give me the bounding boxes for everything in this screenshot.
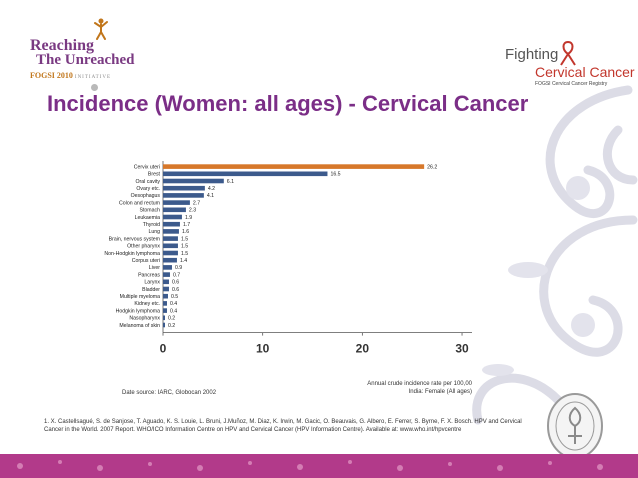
incidence-bar-chart: Cervix uteri 26.2 Brest 16.5 Oral cavity 6.1 O…	[104, 161, 472, 356]
category-label: Colon and rectum	[119, 200, 160, 206]
value-label: 2.3	[189, 208, 196, 214]
axis-note-line2: India: Female (All ages)	[408, 389, 472, 395]
logo-left-line2: The Unreached	[36, 52, 135, 68]
data-source-note: Date source: IARC, Globocan 2002	[122, 390, 217, 396]
bar	[163, 250, 178, 256]
bar	[163, 308, 167, 313]
footer-band	[0, 454, 638, 478]
value-label: 0.4	[170, 308, 177, 314]
value-label: 0.2	[168, 316, 175, 322]
x-tick-label: 10	[256, 342, 270, 356]
bar	[163, 257, 177, 263]
value-label: 0.6	[172, 287, 179, 293]
x-tick-label: 20	[356, 342, 370, 356]
bar	[163, 279, 169, 285]
value-label: 1.7	[183, 222, 190, 228]
value-label: 6.1	[227, 179, 234, 185]
bar	[163, 178, 224, 184]
bar	[163, 301, 167, 306]
bar	[163, 229, 179, 234]
axis-note: Annual crude incidence rate per 100,00 I…	[300, 380, 472, 396]
category-label: Lung	[148, 229, 160, 235]
bar	[163, 286, 169, 292]
category-label: Hodgkin lymphoma	[116, 308, 161, 314]
value-label: 1.4	[180, 258, 187, 264]
bar	[163, 322, 165, 328]
value-label: 4.2	[208, 186, 215, 192]
bar	[163, 293, 168, 299]
logo-left-line3: FOGSI 2010 INITIATIVE	[30, 71, 111, 80]
value-label: 1.9	[185, 215, 192, 221]
value-label: 16.5	[330, 172, 340, 178]
axis-note-line1: Annual crude incidence rate per 100,00	[367, 381, 472, 387]
value-label: 0.5	[171, 294, 178, 300]
x-tick-label: 0	[160, 342, 167, 356]
bar	[163, 272, 170, 277]
bar	[163, 207, 186, 213]
bar	[163, 171, 328, 177]
category-label: Brain, nervous system	[109, 236, 160, 242]
x-tick-label: 30	[455, 342, 469, 356]
bar	[163, 193, 204, 198]
category-label: Liver	[149, 265, 161, 271]
value-label: 1.5	[181, 251, 188, 257]
value-label: 26.2	[427, 164, 437, 170]
value-label: 0.9	[175, 265, 182, 271]
logo-left-initiative: INITIATIVE	[74, 75, 112, 80]
bar	[163, 214, 182, 220]
slide-title: Incidence (Women: all ages) - Cervical C…	[47, 91, 529, 116]
category-label: Corpus uteri	[132, 258, 160, 264]
value-label: 1.5	[181, 244, 188, 250]
category-label: Multiple myeloma	[120, 294, 160, 300]
logo-left-fogsi: FOGSI 2010	[30, 71, 73, 80]
category-label: Bladder	[142, 287, 160, 293]
category-label: Larynx	[144, 280, 160, 286]
category-label: Brest	[148, 172, 161, 178]
bullet-dot	[91, 84, 98, 91]
category-label: Melanoma of skin	[119, 323, 160, 329]
category-label: Other pharynx	[127, 244, 160, 250]
bar	[163, 164, 425, 169]
bar	[163, 221, 180, 227]
value-label: 1.5	[181, 236, 188, 242]
value-label: 0.2	[168, 323, 175, 329]
value-label: 0.4	[170, 301, 177, 307]
category-label: Cervix uteri	[134, 164, 160, 170]
ribbon-icon	[560, 40, 576, 66]
value-label: 0.6	[172, 280, 179, 286]
category-label: Thyroid	[143, 222, 160, 228]
value-label: 1.6	[182, 229, 189, 235]
logo-right-line3: FOGSI Cervical Cancer Registry	[535, 81, 608, 87]
reaching-unreached-logo: Reaching The Unreached FOGSI 2010 INITIA…	[30, 18, 150, 80]
fogsi-seal-icon	[547, 393, 603, 459]
category-label: Leukaemia	[135, 215, 160, 221]
category-label: Oesophagus	[131, 193, 161, 199]
category-label: Kidney etc.	[134, 301, 160, 307]
category-label: Oral cavity	[135, 179, 160, 185]
bar	[163, 315, 165, 321]
fighting-cervical-cancer-logo: Fighting Cervical Cancer FOGSI Cervical …	[505, 40, 635, 90]
logo-left-line1: Reaching	[30, 37, 94, 54]
category-label: Nasopharynx	[129, 316, 160, 322]
category-label: Pancreas	[138, 272, 160, 278]
value-label: 0.7	[173, 272, 180, 278]
category-label: Stomach	[140, 208, 161, 214]
value-label: 4.1	[207, 193, 214, 199]
bar	[163, 200, 190, 205]
bar	[163, 265, 172, 270]
dancing-figure-icon	[94, 18, 108, 40]
category-label: Non-Hodgkin lymphoma	[104, 251, 160, 257]
logo-right-line2: Cervical Cancer	[535, 64, 635, 80]
bar	[163, 243, 178, 249]
bar	[163, 185, 205, 191]
bar	[163, 236, 178, 241]
value-label: 2.7	[193, 200, 200, 206]
logo-right-line1: Fighting	[505, 46, 559, 63]
reference-text: 1. X. Castellsagué, S. de Sanjose, T. Ag…	[44, 419, 522, 433]
category-label: Ovary etc.	[136, 186, 160, 192]
